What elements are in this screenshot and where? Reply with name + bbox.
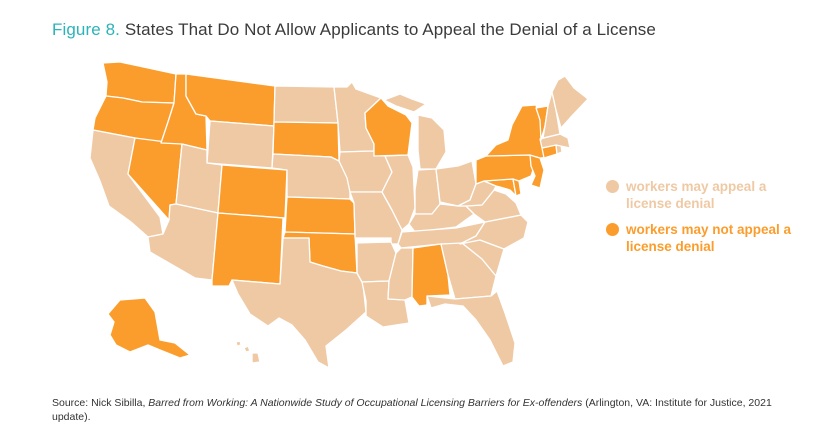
state-nc	[459, 214, 529, 250]
state-ks	[284, 196, 356, 235]
state-fl	[426, 290, 516, 367]
state-wi	[364, 97, 413, 157]
state-mi	[383, 93, 447, 170]
state-me	[551, 75, 589, 129]
state-pa	[475, 154, 536, 185]
state-nj	[529, 154, 545, 189]
state-tx	[231, 237, 367, 369]
state-co	[217, 164, 288, 219]
legend-swatch-may-appeal	[606, 180, 619, 193]
state-il	[381, 154, 416, 231]
source-note: Source: Nick Sibilla, Barred from Workin…	[52, 396, 782, 424]
source-title: Barred from Working: A Nationwide Study …	[148, 397, 583, 409]
state-nm	[211, 212, 284, 287]
source-prefix: Source: Nick Sibilla,	[52, 397, 149, 409]
figure-number: Figure 8.	[52, 20, 120, 39]
state-hi	[235, 340, 261, 364]
legend-label-may-appeal-line2: license denial	[626, 196, 715, 211]
figure-title: Figure 8. States That Do Not Allow Appli…	[52, 20, 656, 40]
state-nd	[273, 85, 339, 124]
legend-item-may-appeal: workers may appeal a license denial	[606, 178, 806, 212]
legend: workers may appeal a license denial work…	[606, 178, 806, 264]
legend-swatch-may-not-appeal	[606, 223, 619, 236]
source-suffix: (Arlington, VA: Institute for Justice, 2…	[52, 397, 772, 423]
legend-label-may-not-appeal-line1: workers may not appeal a	[626, 222, 792, 237]
state-wy	[206, 120, 275, 169]
legend-item-may-not-appeal: workers may not appeal a license denial	[606, 221, 806, 255]
figure-title-text: States That Do Not Allow Applicants to A…	[124, 20, 656, 39]
legend-label-may-appeal-line1: workers may appeal a	[626, 179, 767, 194]
legend-label-may-not-appeal-line2: license denial	[626, 239, 715, 254]
state-vt	[535, 105, 549, 141]
state-ak	[107, 297, 191, 359]
